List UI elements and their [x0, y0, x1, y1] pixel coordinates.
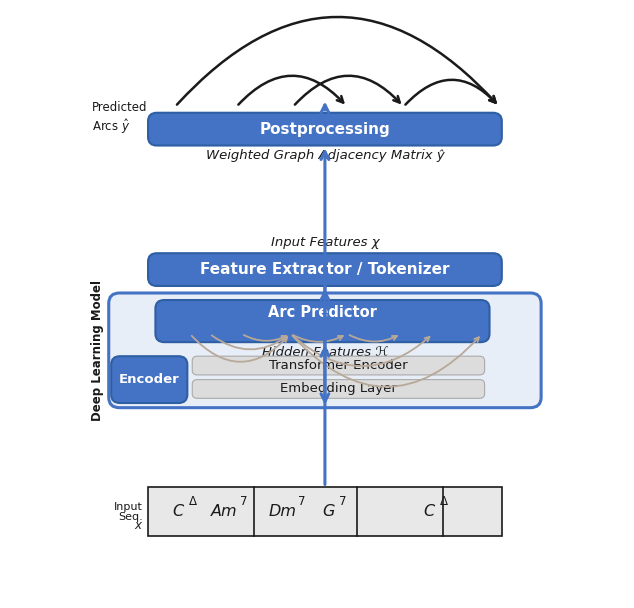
Text: Transformer Encoder: Transformer Encoder — [269, 359, 408, 372]
Text: G: G — [322, 505, 334, 519]
Text: Deep Learning Model: Deep Learning Model — [91, 280, 105, 421]
Text: 7: 7 — [339, 495, 346, 508]
FancyBboxPatch shape — [111, 356, 188, 403]
FancyBboxPatch shape — [155, 300, 489, 342]
Text: Predicted
Arcs $\hat{y}$: Predicted Arcs $\hat{y}$ — [91, 101, 147, 136]
Text: Δ: Δ — [440, 495, 448, 508]
FancyBboxPatch shape — [192, 379, 484, 398]
Text: Embedding Layer: Embedding Layer — [280, 382, 397, 395]
FancyBboxPatch shape — [148, 253, 502, 286]
Text: Input Features χ: Input Features χ — [271, 237, 379, 249]
Text: 7: 7 — [298, 495, 306, 508]
Text: C: C — [424, 505, 435, 519]
Text: Input: Input — [114, 502, 143, 512]
Text: $x$: $x$ — [134, 519, 143, 533]
Bar — [148, 487, 502, 536]
Text: Am: Am — [210, 505, 237, 519]
FancyBboxPatch shape — [148, 112, 502, 145]
Text: Weighted Graph Adjacency Matrix ŷ: Weighted Graph Adjacency Matrix ŷ — [205, 150, 444, 162]
Text: Arc Predictor: Arc Predictor — [268, 305, 377, 320]
Text: Encoder: Encoder — [119, 373, 179, 386]
Text: Δ: Δ — [188, 495, 197, 508]
Text: Hidden Features ℋ: Hidden Features ℋ — [262, 346, 388, 359]
Text: Seq.: Seq. — [119, 511, 143, 522]
Text: Dm: Dm — [269, 505, 297, 519]
FancyBboxPatch shape — [192, 356, 484, 375]
Text: Feature Extractor / Tokenizer: Feature Extractor / Tokenizer — [200, 262, 450, 277]
Text: Postprocessing: Postprocessing — [259, 122, 391, 137]
Text: 7: 7 — [240, 495, 247, 508]
Text: C: C — [172, 505, 183, 519]
FancyBboxPatch shape — [109, 293, 541, 408]
